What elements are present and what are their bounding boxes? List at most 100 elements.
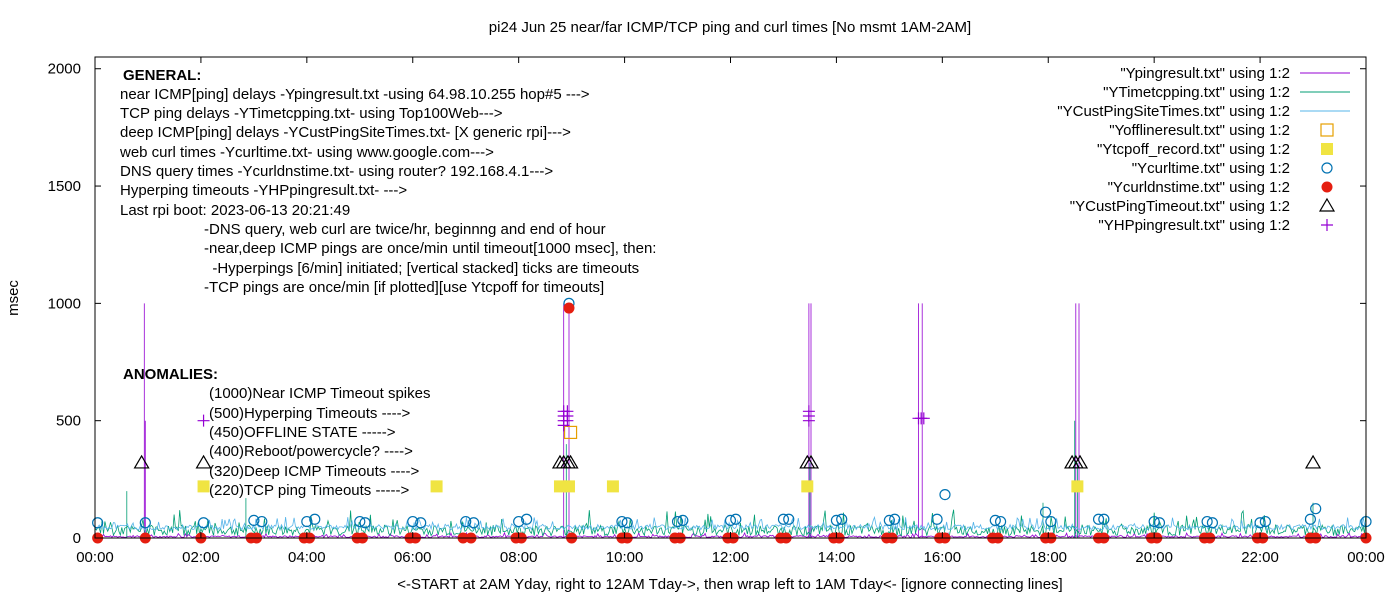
series-6-point xyxy=(1310,503,1322,515)
series-6-point xyxy=(1304,513,1316,525)
general-line: deep ICMP[ping] delays -YCustPingSiteTim… xyxy=(120,124,571,141)
anomalies-heading: ANOMALIES: xyxy=(123,366,218,383)
series-8-point xyxy=(133,454,150,469)
series-6-point xyxy=(1206,517,1219,529)
general-line: web curl times -Ycurltime.txt- using www… xyxy=(119,144,494,161)
series-6-point xyxy=(783,513,795,525)
series-5-point xyxy=(1071,480,1084,493)
x-tick-label: 16:00 xyxy=(924,549,962,566)
series-6-point xyxy=(309,513,321,525)
x-tick-label: 06:00 xyxy=(394,549,432,566)
series-6-point xyxy=(468,517,480,529)
series-6-point xyxy=(256,515,268,528)
series-6-point xyxy=(407,515,419,528)
note-line: -DNS query, web curl are twice/hr, begin… xyxy=(204,221,606,238)
series-6-point xyxy=(883,514,895,527)
y-tick-label: 0 xyxy=(73,530,81,547)
legend-label: "YCustPingSiteTimes.txt" using 1:2 xyxy=(1057,103,1290,120)
x-tick-label: 22:00 xyxy=(1241,549,1279,566)
chart-title: pi24 Jun 25 near/far ICMP/TCP ping and c… xyxy=(489,19,971,36)
series-6-point xyxy=(415,517,427,529)
series-6-point xyxy=(301,515,313,528)
legend-label: "YCustPingTimeout.txt" using 1:2 xyxy=(1070,198,1290,215)
series-6-point xyxy=(1153,517,1166,529)
general-line: near ICMP[ping] delays -Ypingresult.txt … xyxy=(120,86,590,103)
series-6-point xyxy=(460,515,472,528)
y-tick-label: 1500 xyxy=(48,178,81,195)
note-line: -TCP pings are once/min [if plotted][use… xyxy=(204,279,604,296)
series-8-point xyxy=(195,454,212,469)
series-6-point xyxy=(1201,515,1213,528)
series-7-point xyxy=(563,302,575,314)
legend-label: "Yofflineresult.txt" using 1:2 xyxy=(1109,122,1290,139)
general-heading: GENERAL: xyxy=(123,67,201,84)
series-6-point xyxy=(1259,515,1271,528)
series-5-point xyxy=(801,480,814,493)
series-6-point xyxy=(1098,513,1110,525)
anomaly-line: (1000)Near ICMP Timeout spikes xyxy=(209,385,430,402)
series-6-point xyxy=(248,514,260,527)
anomaly-line: (450)OFFLINE STATE -----> xyxy=(209,424,396,441)
x-tick-label: 00:00 xyxy=(1347,549,1385,566)
series-5-point xyxy=(197,480,210,493)
x-tick-label: 04:00 xyxy=(288,549,326,566)
series-6-point xyxy=(989,514,1001,527)
series-6-point xyxy=(994,515,1007,528)
y-tick-label: 1000 xyxy=(48,295,81,312)
series-6-point xyxy=(139,517,151,529)
series-8-point xyxy=(802,454,820,469)
series-6-point xyxy=(1254,517,1266,529)
series-6-point xyxy=(359,517,371,529)
x-tick-label: 10:00 xyxy=(606,549,644,566)
legend-swatch xyxy=(1321,181,1333,193)
x-tick-label: 18:00 xyxy=(1029,549,1067,566)
anomaly-line: (220)TCP ping Timeouts -----> xyxy=(209,482,409,499)
legend-label: "YTimetcpping.txt" using 1:2 xyxy=(1103,84,1290,101)
legend-swatch xyxy=(1320,123,1334,137)
x-tick-label: 20:00 xyxy=(1135,549,1173,566)
series-6-point xyxy=(939,488,951,501)
legend-swatch xyxy=(1321,219,1333,231)
axis-ticks: 00:00 02:00 04:00 06:00 08:00 10:00 12:00 14:00… xyxy=(48,57,1385,566)
legend-swatch xyxy=(1321,162,1333,174)
series-6-point xyxy=(889,513,901,525)
y-tick-label: 2000 xyxy=(48,61,81,78)
legend-label: "YHPpingresult.txt" using 1:2 xyxy=(1098,217,1290,234)
series-5-point xyxy=(606,480,619,493)
y-tick-label: 500 xyxy=(56,413,81,430)
series-4-point xyxy=(563,425,578,440)
series-6-point xyxy=(677,514,689,527)
x-tick-label: 14:00 xyxy=(818,549,856,566)
series-8-point xyxy=(1304,454,1322,469)
series-6-point xyxy=(197,517,210,529)
series-6-point xyxy=(521,513,533,525)
series-6-point xyxy=(1045,515,1057,528)
series-8-point xyxy=(562,454,579,469)
general-line: Hyperping timeouts -YHPpingresult.txt- -… xyxy=(120,182,407,199)
series-9-point xyxy=(917,412,930,425)
x-tick-label: 00:00 xyxy=(76,549,114,566)
series-8-point xyxy=(1071,454,1089,469)
legend-label: "Ytcpoff_record.txt" using 1:2 xyxy=(1097,141,1290,158)
series-5-point xyxy=(562,480,575,493)
series-6-point xyxy=(513,515,525,528)
series-6-point xyxy=(1092,513,1105,525)
legend-label: "Ycurldnstime.txt" using 1:2 xyxy=(1108,179,1290,196)
series-6-point xyxy=(1040,506,1052,518)
x-tick-label: 08:00 xyxy=(500,549,538,566)
anomaly-line: (400)Reboot/powercycle? ----> xyxy=(209,443,413,460)
legend: "Ypingresult.txt" using 1:2 "YTimetcpping… xyxy=(1057,65,1350,234)
series-6-point xyxy=(621,517,633,529)
annotations: GENERAL: near ICMP[ping] delays -Ypingre… xyxy=(119,67,656,499)
series-6-point xyxy=(616,515,628,528)
y-axis-label: msec xyxy=(5,280,22,316)
series-6-point xyxy=(730,513,742,525)
series-6-point xyxy=(931,513,943,525)
general-line: TCP ping delays -YTimetcpping.txt- using… xyxy=(120,105,503,122)
note-line: -near,deep ICMP pings are once/min until… xyxy=(204,240,656,257)
series-6-point xyxy=(724,514,737,527)
legend-label: "Ycurltime.txt" using 1:2 xyxy=(1132,160,1290,177)
series-6-point xyxy=(1148,515,1160,528)
series-9-point xyxy=(197,414,210,427)
